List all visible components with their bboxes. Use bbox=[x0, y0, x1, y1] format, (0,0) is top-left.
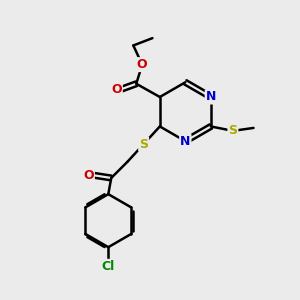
Text: O: O bbox=[111, 83, 122, 96]
Text: O: O bbox=[83, 169, 94, 182]
Text: Cl: Cl bbox=[102, 260, 115, 273]
Text: O: O bbox=[137, 58, 148, 71]
Text: S: S bbox=[139, 138, 148, 151]
Text: N: N bbox=[180, 135, 190, 148]
Text: S: S bbox=[228, 124, 237, 137]
Text: N: N bbox=[206, 91, 216, 103]
